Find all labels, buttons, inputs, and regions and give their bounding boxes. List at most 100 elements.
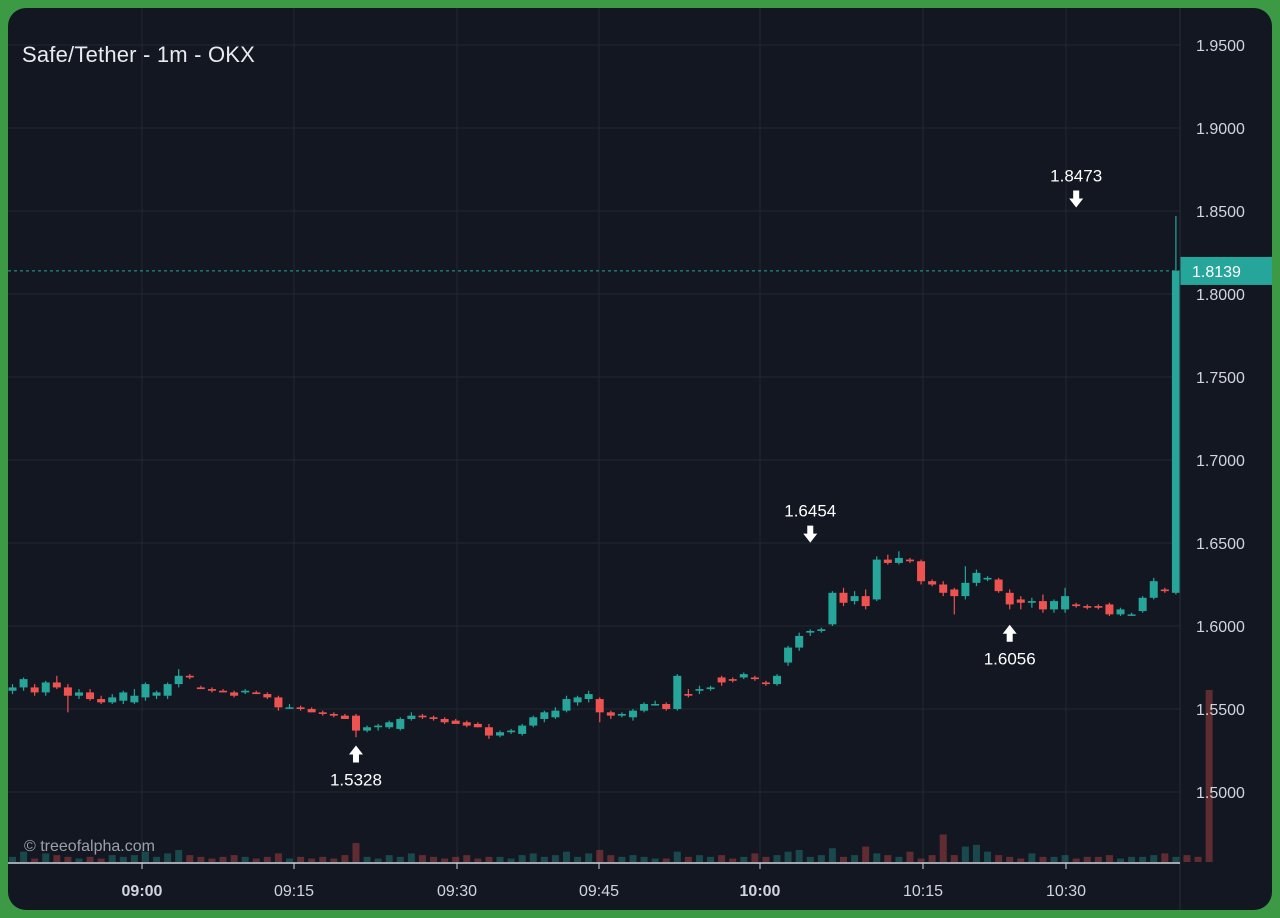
- candle-body[interactable]: [252, 692, 261, 695]
- candle-body[interactable]: [329, 713, 338, 716]
- candle-body[interactable]: [1116, 609, 1125, 615]
- candle-body[interactable]: [74, 692, 83, 696]
- candle-body[interactable]: [562, 699, 571, 711]
- candle-body[interactable]: [207, 689, 216, 691]
- candle-body[interactable]: [307, 709, 316, 713]
- candle-body[interactable]: [606, 712, 615, 716]
- candle-body[interactable]: [939, 584, 948, 593]
- candle-body[interactable]: [883, 559, 892, 563]
- candle-body[interactable]: [961, 582, 970, 597]
- candle-body[interactable]: [761, 682, 770, 685]
- candle-body[interactable]: [739, 674, 748, 678]
- candle-body[interactable]: [595, 699, 604, 713]
- candle-body[interactable]: [950, 589, 959, 597]
- candle-body[interactable]: [684, 694, 693, 696]
- candle-body[interactable]: [673, 675, 682, 709]
- candle-body[interactable]: [1061, 596, 1070, 610]
- candle-body[interactable]: [507, 730, 516, 733]
- candle-body[interactable]: [119, 692, 128, 701]
- candle-body[interactable]: [640, 704, 649, 711]
- candle-body[interactable]: [839, 592, 848, 603]
- candle-body[interactable]: [1005, 592, 1014, 605]
- candle-body[interactable]: [1016, 599, 1025, 603]
- candle-body[interactable]: [97, 699, 106, 703]
- candle-body[interactable]: [374, 725, 383, 728]
- candle-body[interactable]: [662, 704, 671, 709]
- candle-body[interactable]: [728, 679, 737, 681]
- candle-body[interactable]: [30, 687, 39, 693]
- candle-body[interactable]: [152, 692, 161, 696]
- candle-body[interactable]: [529, 717, 538, 726]
- candle-body[interactable]: [473, 723, 482, 728]
- candle-body[interactable]: [584, 694, 593, 700]
- candle-body[interactable]: [63, 687, 72, 696]
- candle-body[interactable]: [484, 727, 493, 736]
- candle-body[interactable]: [695, 689, 704, 691]
- candle-body[interactable]: [274, 697, 283, 708]
- candle-body[interactable]: [429, 717, 438, 719]
- candle-body[interactable]: [750, 677, 759, 680]
- candle-body[interactable]: [1072, 604, 1081, 607]
- candle-body[interactable]: [108, 697, 117, 703]
- candle-body[interactable]: [174, 675, 183, 685]
- candle-body[interactable]: [407, 715, 416, 719]
- candle-body[interactable]: [651, 704, 660, 706]
- candlestick-chart[interactable]: 1.8139 1.5000 1.5500 1.6000 1.6500 1.7000 1.75…: [8, 8, 1272, 910]
- candle-body[interactable]: [706, 687, 715, 690]
- candle-body[interactable]: [163, 684, 172, 696]
- candle-body[interactable]: [230, 692, 239, 696]
- candle-body[interactable]: [972, 572, 981, 583]
- candle-body[interactable]: [806, 630, 815, 633]
- candle-body[interactable]: [928, 581, 937, 585]
- candle-body[interactable]: [628, 710, 637, 718]
- candle-body[interactable]: [784, 647, 793, 663]
- candle-body[interactable]: [1094, 606, 1103, 608]
- candle-body[interactable]: [1171, 270, 1180, 593]
- candle-body[interactable]: [363, 727, 372, 731]
- candle-body[interactable]: [894, 557, 903, 563]
- candle-body[interactable]: [41, 682, 50, 693]
- candle-body[interactable]: [1138, 597, 1147, 612]
- candle-body[interactable]: [219, 690, 228, 693]
- candle-body[interactable]: [773, 675, 782, 685]
- candle-body[interactable]: [540, 712, 549, 719]
- candle-body[interactable]: [8, 687, 17, 691]
- candle-body[interactable]: [1127, 614, 1136, 616]
- candle-body[interactable]: [196, 687, 205, 690]
- candle-body[interactable]: [451, 720, 460, 724]
- candle-body[interactable]: [828, 592, 837, 625]
- candle-body[interactable]: [861, 596, 870, 607]
- candle-body[interactable]: [617, 713, 626, 716]
- candle-body[interactable]: [263, 694, 272, 698]
- candle-body[interactable]: [1149, 581, 1158, 598]
- candle-body[interactable]: [396, 718, 405, 729]
- candle-body[interactable]: [905, 559, 914, 562]
- candle-body[interactable]: [1050, 601, 1059, 610]
- candle-body[interactable]: [52, 682, 61, 688]
- candle-body[interactable]: [296, 707, 305, 709]
- candle-body[interactable]: [462, 722, 471, 726]
- candle-body[interactable]: [241, 690, 250, 693]
- candle-body[interactable]: [440, 718, 449, 723]
- candle-body[interactable]: [418, 715, 427, 718]
- candle-body[interactable]: [872, 559, 881, 600]
- candle-body[interactable]: [285, 707, 294, 709]
- candle-body[interactable]: [551, 710, 560, 718]
- candle-body[interactable]: [994, 579, 1003, 592]
- candle-body[interactable]: [817, 629, 826, 631]
- candle-body[interactable]: [351, 715, 360, 731]
- candle-body[interactable]: [496, 732, 505, 736]
- candle-body[interactable]: [86, 692, 95, 700]
- candle-body[interactable]: [318, 712, 327, 714]
- candle-body[interactable]: [717, 677, 726, 683]
- candle-body[interactable]: [850, 596, 859, 602]
- candle-body[interactable]: [983, 577, 992, 580]
- candle-body[interactable]: [130, 695, 139, 703]
- candle-body[interactable]: [795, 635, 804, 648]
- candle-body[interactable]: [185, 675, 194, 678]
- candle-body[interactable]: [1027, 601, 1036, 603]
- candle-body[interactable]: [573, 697, 582, 703]
- candle-body[interactable]: [1105, 604, 1114, 615]
- candle-body[interactable]: [917, 561, 926, 582]
- candle-body[interactable]: [1038, 601, 1047, 610]
